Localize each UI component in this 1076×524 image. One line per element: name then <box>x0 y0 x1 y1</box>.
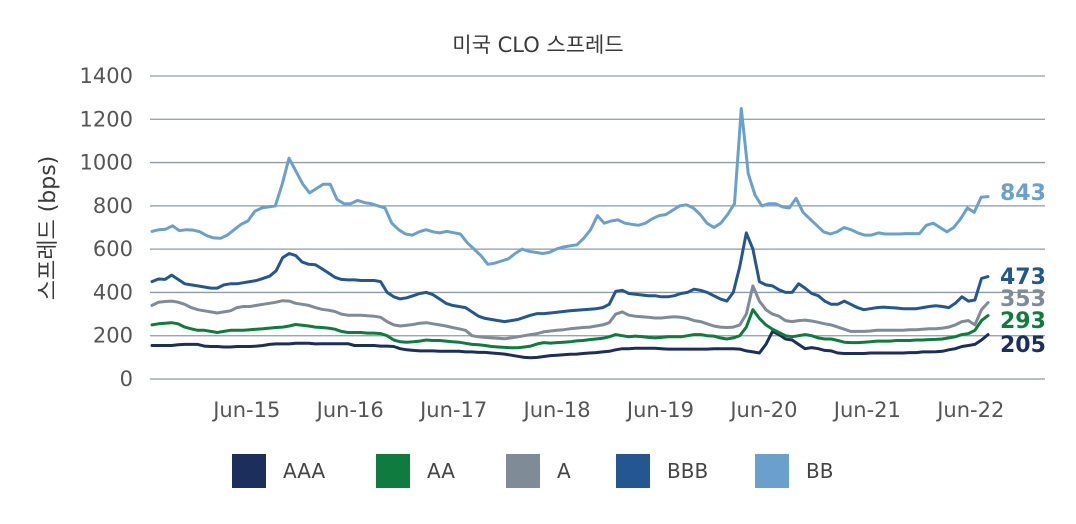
y-tick-label: 1200 <box>80 107 133 131</box>
gridlines <box>150 75 1045 380</box>
x-tick-label: Jun-22 <box>935 398 1004 422</box>
legend-swatch <box>755 454 789 488</box>
series-lines <box>150 107 990 360</box>
series-line-aa <box>150 308 990 350</box>
series-line-a <box>150 284 990 341</box>
y-tick-label: 1400 <box>80 64 133 88</box>
y-tick-label: 1000 <box>80 151 133 175</box>
y-tick-label: 800 <box>93 194 133 218</box>
y-tick-label: 600 <box>93 237 133 261</box>
legend-swatch <box>232 454 266 488</box>
y-tick-label: 400 <box>93 280 133 304</box>
x-tick-label: Jun-17 <box>418 398 487 422</box>
chart-title: 미국 CLO 스프레드 <box>452 33 623 57</box>
legend-label: BB <box>806 459 833 483</box>
legend-label: AAA <box>283 459 325 483</box>
x-tick-label: Jun-19 <box>625 398 694 422</box>
legend-item-a: A <box>506 454 571 488</box>
y-tick-labels: 0 200 400 600 800 1000 1200 1400 <box>80 64 133 391</box>
end-label-a: 353 <box>1000 287 1046 312</box>
legend-item-bbb: BBB <box>616 454 708 488</box>
legend-swatch <box>616 454 650 488</box>
legend-item-aaa: AAA <box>232 454 325 488</box>
x-tick-label: Jun-18 <box>522 398 591 422</box>
legend-label: A <box>557 459 571 483</box>
x-tick-labels: Jun-15 Jun-16 Jun-17 Jun-18 Jun-19 Jun-20 Jun-… <box>211 398 1004 422</box>
y-axis-label: 스프레드 (bps) <box>36 156 61 301</box>
x-tick-label: Jun-15 <box>211 398 280 422</box>
legend: AAA AA A BBB BB <box>232 454 833 488</box>
legend-label: BBB <box>667 459 708 483</box>
end-label-aaa: 205 <box>1000 333 1046 358</box>
legend-swatch <box>376 454 410 488</box>
x-tick-label: Jun-21 <box>832 398 901 422</box>
series-line-aaa <box>150 329 990 360</box>
end-label-aa: 293 <box>1000 309 1046 334</box>
x-tick-label: Jun-20 <box>728 398 797 422</box>
series-line-bb <box>150 107 990 266</box>
legend-item-aa: AA <box>376 454 455 488</box>
legend-label: AA <box>427 459 455 483</box>
y-tick-label: 200 <box>93 324 133 348</box>
series-line-bbb <box>150 231 990 324</box>
y-tick-label: 0 <box>120 367 133 391</box>
end-label-bb: 843 <box>1000 181 1046 206</box>
x-tick-label: Jun-16 <box>315 398 384 422</box>
legend-swatch <box>506 454 540 488</box>
legend-item-bb: BB <box>755 454 833 488</box>
end-label-bbb: 473 <box>1000 265 1046 290</box>
